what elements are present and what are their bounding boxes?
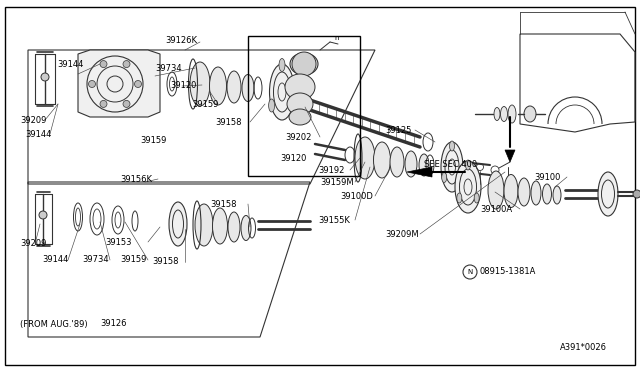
Circle shape bbox=[633, 190, 640, 198]
Text: 39144: 39144 bbox=[57, 60, 83, 68]
Ellipse shape bbox=[279, 58, 285, 71]
Ellipse shape bbox=[227, 71, 241, 103]
Ellipse shape bbox=[169, 202, 187, 246]
Text: (FROM AUG.'89): (FROM AUG.'89) bbox=[20, 320, 88, 328]
Text: SEE SEC.400: SEE SEC.400 bbox=[424, 160, 477, 169]
Text: 39125: 39125 bbox=[385, 125, 412, 135]
Text: 39159M: 39159M bbox=[320, 177, 354, 186]
Ellipse shape bbox=[465, 160, 470, 170]
Ellipse shape bbox=[209, 67, 227, 105]
Ellipse shape bbox=[269, 64, 294, 120]
Text: 39192: 39192 bbox=[318, 166, 344, 174]
Ellipse shape bbox=[494, 108, 500, 121]
Ellipse shape bbox=[500, 106, 508, 122]
Text: 39144: 39144 bbox=[25, 129, 51, 138]
Text: 39144: 39144 bbox=[42, 256, 68, 264]
Ellipse shape bbox=[457, 193, 462, 203]
Ellipse shape bbox=[269, 99, 275, 112]
Ellipse shape bbox=[504, 174, 518, 208]
Ellipse shape bbox=[289, 99, 296, 112]
Circle shape bbox=[88, 80, 95, 87]
Ellipse shape bbox=[190, 62, 210, 106]
Ellipse shape bbox=[290, 53, 318, 75]
Circle shape bbox=[292, 52, 316, 76]
Text: 39202: 39202 bbox=[285, 132, 312, 141]
Text: 08915-1381A: 08915-1381A bbox=[480, 267, 536, 276]
Text: 39120: 39120 bbox=[170, 80, 196, 90]
Circle shape bbox=[100, 100, 107, 108]
Text: 39158: 39158 bbox=[152, 257, 179, 266]
Text: 39158: 39158 bbox=[215, 118, 241, 126]
Ellipse shape bbox=[508, 105, 516, 123]
Ellipse shape bbox=[449, 141, 454, 151]
Text: 39159: 39159 bbox=[120, 256, 147, 264]
Text: 39209: 39209 bbox=[20, 115, 46, 125]
Bar bbox=[248, 36, 360, 176]
Ellipse shape bbox=[442, 173, 447, 183]
Circle shape bbox=[39, 211, 47, 219]
Text: 39159: 39159 bbox=[192, 99, 218, 109]
Circle shape bbox=[123, 100, 130, 108]
Ellipse shape bbox=[441, 142, 463, 192]
Text: 39100: 39100 bbox=[534, 173, 561, 182]
Text: 39155K: 39155K bbox=[318, 215, 350, 224]
Ellipse shape bbox=[405, 151, 417, 177]
Ellipse shape bbox=[524, 106, 536, 122]
Text: 39734: 39734 bbox=[82, 256, 109, 264]
Text: N: N bbox=[467, 269, 472, 275]
Ellipse shape bbox=[228, 212, 240, 242]
Ellipse shape bbox=[553, 186, 561, 204]
Ellipse shape bbox=[285, 74, 315, 100]
Text: 39126K: 39126K bbox=[165, 35, 197, 45]
Ellipse shape bbox=[374, 142, 390, 178]
Ellipse shape bbox=[505, 184, 511, 194]
Text: 39156K: 39156K bbox=[120, 174, 152, 183]
Ellipse shape bbox=[543, 184, 552, 204]
Ellipse shape bbox=[287, 93, 313, 115]
Text: n: n bbox=[334, 35, 339, 41]
Ellipse shape bbox=[488, 171, 504, 209]
Ellipse shape bbox=[474, 193, 479, 203]
Ellipse shape bbox=[419, 154, 429, 176]
Polygon shape bbox=[407, 167, 432, 177]
Ellipse shape bbox=[455, 161, 481, 213]
Ellipse shape bbox=[390, 147, 404, 177]
Text: 39158: 39158 bbox=[210, 199, 237, 208]
Ellipse shape bbox=[518, 178, 530, 206]
Circle shape bbox=[41, 73, 49, 81]
Text: 39100D: 39100D bbox=[340, 192, 373, 201]
Ellipse shape bbox=[242, 74, 254, 102]
Text: 39120: 39120 bbox=[280, 154, 307, 163]
Text: A391*0026: A391*0026 bbox=[560, 343, 607, 352]
Ellipse shape bbox=[195, 204, 213, 246]
Ellipse shape bbox=[355, 137, 375, 179]
Circle shape bbox=[123, 61, 130, 68]
Circle shape bbox=[134, 80, 141, 87]
Text: 39734: 39734 bbox=[155, 64, 182, 73]
Ellipse shape bbox=[598, 172, 618, 216]
Circle shape bbox=[100, 61, 107, 68]
Ellipse shape bbox=[289, 109, 311, 125]
Ellipse shape bbox=[241, 215, 251, 241]
Text: 39159: 39159 bbox=[140, 135, 166, 144]
Ellipse shape bbox=[531, 181, 541, 205]
Text: 39153: 39153 bbox=[105, 237, 131, 247]
Text: 39209M: 39209M bbox=[385, 230, 419, 238]
Text: 39100A: 39100A bbox=[480, 205, 512, 214]
Text: 39126: 39126 bbox=[100, 320, 127, 328]
Polygon shape bbox=[505, 150, 515, 162]
Polygon shape bbox=[78, 50, 160, 117]
Ellipse shape bbox=[458, 173, 462, 183]
Ellipse shape bbox=[212, 208, 227, 244]
Text: 39209: 39209 bbox=[20, 240, 46, 248]
